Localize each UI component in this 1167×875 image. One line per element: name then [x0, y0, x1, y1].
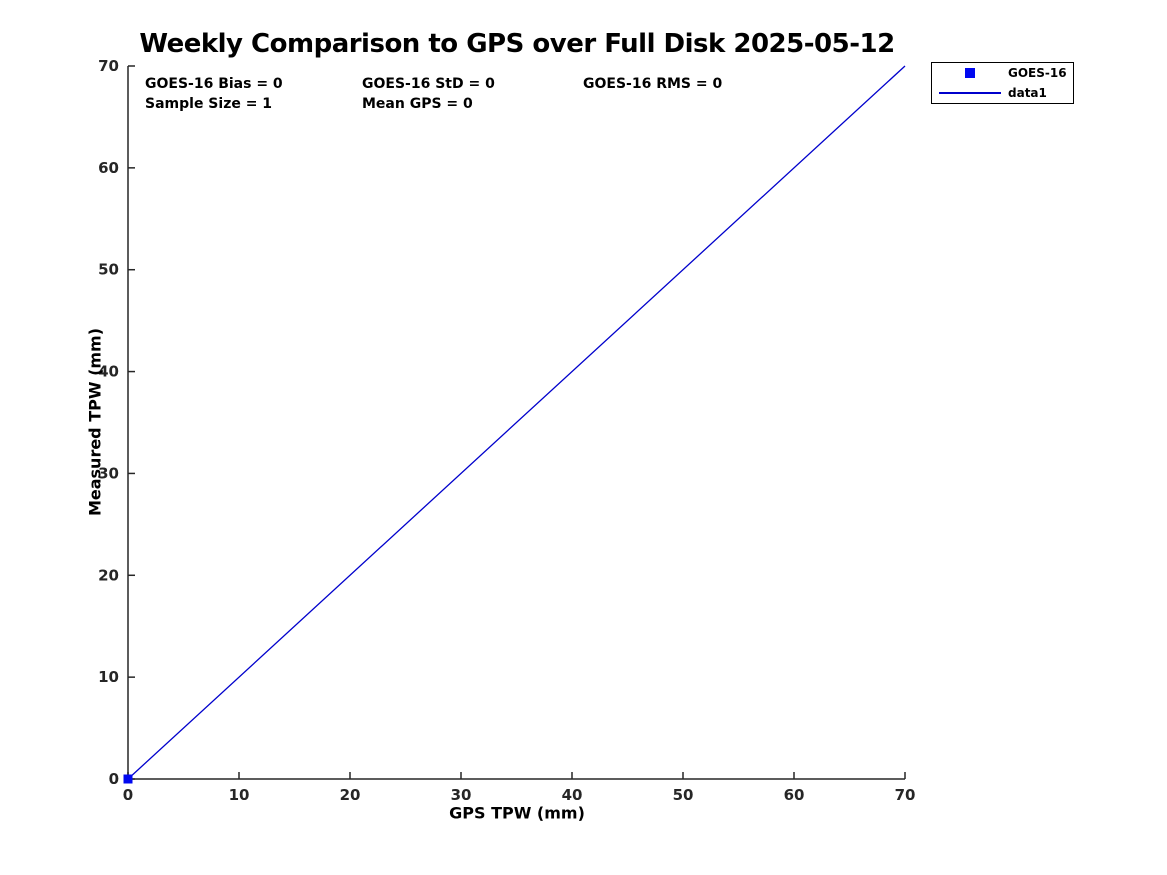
stat-bias: GOES-16 Bias = 0: [145, 76, 283, 92]
y-tick-label: 10: [98, 668, 119, 686]
x-tick-label: 30: [451, 786, 472, 804]
y-tick-label: 0: [109, 770, 119, 788]
stat-sample-size: Sample Size = 1: [145, 96, 273, 112]
y-tick-label: 30: [98, 464, 119, 482]
x-axis-label: GPS TPW (mm): [449, 803, 585, 823]
x-tick-label: 70: [895, 786, 916, 804]
y-tick-label: 40: [98, 363, 119, 381]
x-tick-label: 0: [123, 786, 133, 804]
legend-label-data1: data1: [1008, 86, 1047, 100]
legend: GOES-16 data1: [931, 62, 1074, 104]
chart-title: Weekly Comparison to GPS over Full Disk …: [139, 29, 895, 59]
legend-entry-data1: data1: [932, 83, 1073, 103]
legend-entry-goes16: GOES-16: [932, 63, 1073, 83]
legend-line-marker-icon: [932, 92, 1008, 94]
data-marker-GOES-16: [123, 774, 133, 784]
stat-mean-gps: Mean GPS = 0: [362, 96, 473, 112]
x-tick-label: 10: [229, 786, 250, 804]
y-tick-label: 60: [98, 159, 119, 177]
y-tick-label: 20: [98, 566, 119, 584]
legend-square-marker-icon: [932, 68, 1008, 78]
y-tick-label: 50: [98, 261, 119, 279]
legend-label-goes16: GOES-16: [1008, 66, 1067, 80]
x-tick-label: 40: [562, 786, 583, 804]
x-tick-label: 60: [784, 786, 805, 804]
y-tick-label: 70: [98, 57, 119, 75]
x-tick-label: 20: [340, 786, 361, 804]
data-line-data1: [127, 65, 906, 780]
stat-rms: GOES-16 RMS = 0: [583, 76, 723, 92]
x-tick-label: 50: [673, 786, 694, 804]
stat-std: GOES-16 StD = 0: [362, 76, 495, 92]
y-axis-label: Measured TPW (mm): [85, 327, 105, 517]
